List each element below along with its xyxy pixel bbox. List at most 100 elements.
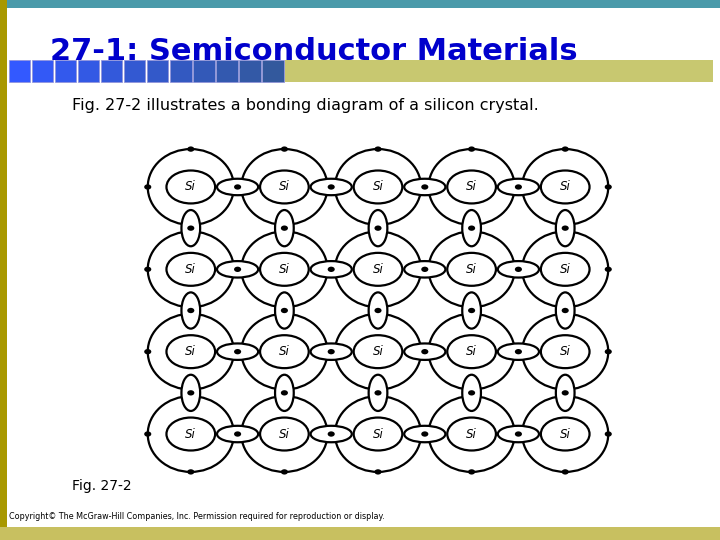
Circle shape [144, 349, 151, 354]
Text: Si: Si [373, 180, 383, 193]
Circle shape [605, 431, 612, 437]
Bar [55, 60, 76, 82]
Text: Si: Si [467, 428, 477, 441]
Circle shape [562, 469, 569, 475]
Ellipse shape [498, 179, 539, 195]
Bar [9, 60, 30, 82]
Ellipse shape [148, 396, 234, 472]
Ellipse shape [310, 179, 352, 195]
Ellipse shape [404, 261, 446, 278]
Circle shape [328, 184, 335, 190]
Circle shape [562, 390, 569, 395]
Ellipse shape [275, 210, 294, 246]
Text: Si: Si [467, 345, 477, 358]
Bar [101, 60, 122, 82]
Circle shape [328, 349, 335, 354]
Bar [262, 60, 284, 82]
Ellipse shape [404, 343, 446, 360]
Ellipse shape [241, 314, 328, 389]
Ellipse shape [354, 417, 402, 450]
Circle shape [468, 308, 475, 313]
Circle shape [562, 308, 569, 313]
Ellipse shape [260, 253, 309, 286]
Ellipse shape [462, 210, 481, 246]
Circle shape [328, 431, 335, 437]
Ellipse shape [260, 335, 309, 368]
Circle shape [374, 226, 382, 231]
Ellipse shape [148, 232, 234, 307]
Ellipse shape [148, 314, 234, 389]
Bar [239, 60, 261, 82]
Text: 27-1: Semiconductor Materials: 27-1: Semiconductor Materials [50, 37, 578, 66]
Circle shape [234, 431, 241, 437]
Ellipse shape [522, 314, 608, 389]
Circle shape [468, 390, 475, 395]
Ellipse shape [404, 179, 446, 195]
Ellipse shape [335, 149, 421, 225]
Circle shape [421, 267, 428, 272]
Ellipse shape [260, 417, 309, 450]
Bar [0, 0, 7, 540]
Ellipse shape [522, 232, 608, 307]
Circle shape [144, 267, 151, 272]
Ellipse shape [354, 335, 402, 368]
Ellipse shape [166, 171, 215, 204]
Bar [0, 526, 720, 540]
Ellipse shape [498, 426, 539, 442]
Circle shape [605, 349, 612, 354]
Text: Si: Si [560, 263, 570, 276]
Ellipse shape [541, 335, 590, 368]
Text: Si: Si [560, 345, 570, 358]
Bar [285, 60, 713, 82]
Bar [124, 60, 145, 82]
Ellipse shape [369, 375, 387, 411]
Ellipse shape [369, 292, 387, 329]
Ellipse shape [428, 396, 515, 472]
Text: Si: Si [373, 428, 383, 441]
Circle shape [187, 226, 194, 231]
Circle shape [468, 226, 475, 231]
Ellipse shape [447, 417, 496, 450]
Ellipse shape [217, 261, 258, 278]
Circle shape [281, 390, 288, 395]
Circle shape [187, 146, 194, 152]
Circle shape [562, 146, 569, 152]
Circle shape [328, 267, 335, 272]
Ellipse shape [354, 253, 402, 286]
Text: Si: Si [279, 345, 289, 358]
Ellipse shape [522, 396, 608, 472]
Ellipse shape [556, 210, 575, 246]
Circle shape [281, 226, 288, 231]
Ellipse shape [428, 314, 515, 389]
Ellipse shape [428, 149, 515, 225]
Circle shape [468, 469, 475, 475]
Bar [0, 0, 720, 8]
Ellipse shape [181, 292, 200, 329]
Ellipse shape [181, 210, 200, 246]
Ellipse shape [217, 426, 258, 442]
Ellipse shape [166, 335, 215, 368]
Circle shape [421, 349, 428, 354]
Ellipse shape [166, 253, 215, 286]
Ellipse shape [522, 149, 608, 225]
Text: Fig. 27-2 illustrates a bonding diagram of a silicon crystal.: Fig. 27-2 illustrates a bonding diagram … [72, 98, 539, 113]
Circle shape [515, 184, 522, 190]
Text: Si: Si [560, 180, 570, 193]
Bar [147, 60, 168, 82]
Circle shape [281, 469, 288, 475]
Circle shape [187, 308, 194, 313]
Text: Si: Si [186, 263, 196, 276]
Ellipse shape [447, 253, 496, 286]
Circle shape [234, 184, 241, 190]
Ellipse shape [541, 253, 590, 286]
Ellipse shape [310, 426, 352, 442]
Ellipse shape [260, 171, 309, 204]
Bar [216, 60, 238, 82]
Ellipse shape [541, 171, 590, 204]
Ellipse shape [498, 261, 539, 278]
Circle shape [234, 349, 241, 354]
Ellipse shape [335, 396, 421, 472]
Text: Fig. 27-2: Fig. 27-2 [72, 479, 132, 493]
Circle shape [515, 349, 522, 354]
Text: Si: Si [279, 180, 289, 193]
